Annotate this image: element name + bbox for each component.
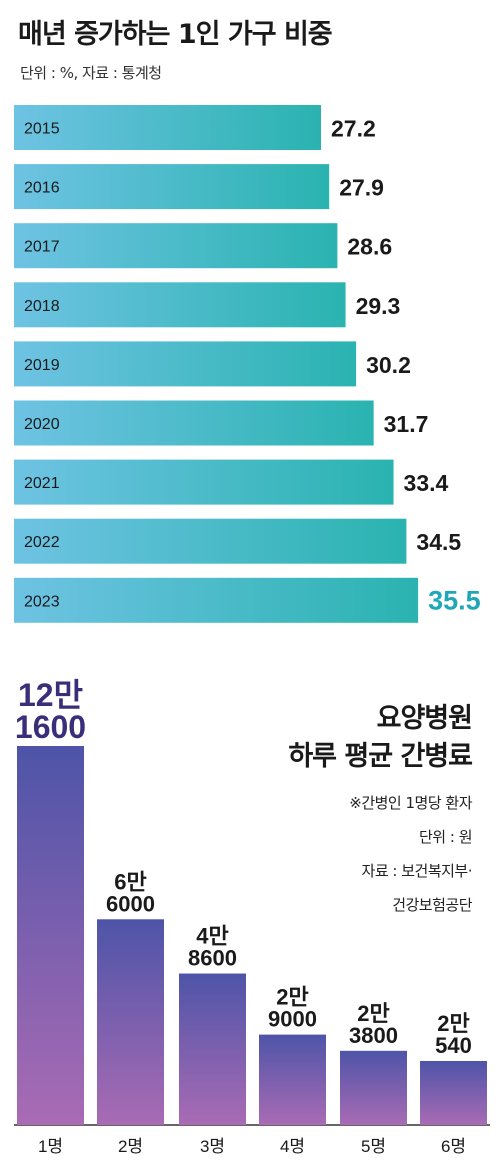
year-label: 2017	[24, 239, 60, 256]
chart2-note-2: 단위 : 원	[419, 828, 472, 846]
value-label: 3800	[349, 1023, 398, 1048]
value-label: 2만	[276, 985, 308, 1010]
category-label: 3명	[200, 1137, 225, 1156]
chart2-notes: ※간병인 1명당 환자 단위 : 원 자료 : 보건복지부· 건강보험공단	[349, 786, 472, 922]
value-label: 35.5	[428, 585, 481, 615]
value-label: 27.9	[339, 175, 384, 201]
value-label: 6만	[114, 869, 146, 894]
value-label: 27.2	[331, 116, 376, 142]
bar-3명	[179, 973, 246, 1125]
value-label: 1600	[15, 709, 86, 745]
bar-2018	[14, 282, 346, 328]
household-bar-chart: 2015 27.2 2016 27.9 2017 28.6 2018 29.3 2019 30.2…	[14, 105, 481, 623]
bar-4명	[259, 1034, 326, 1125]
year-label: 2021	[24, 475, 60, 492]
chart1-subtitle: 단위 : %, 자료 : 통계청	[20, 64, 162, 82]
bar-2022	[14, 518, 407, 564]
bar-2015	[14, 105, 321, 150]
value-label: 8600	[188, 946, 237, 971]
bar-2020	[14, 400, 374, 446]
value-label: 2만	[357, 1001, 389, 1026]
year-label: 2015	[24, 121, 60, 138]
value-label: 29.3	[356, 293, 401, 319]
bar-2명	[97, 919, 164, 1125]
value-label: 540	[435, 1033, 472, 1058]
category-label: 4명	[280, 1137, 305, 1156]
category-label: 2명	[118, 1137, 143, 1156]
bar-6명	[420, 1060, 487, 1125]
bar-1명	[17, 746, 84, 1125]
value-label: 34.5	[416, 529, 461, 555]
chart2-note-1: ※간병인 1명당 환자	[349, 794, 472, 812]
bar-5명	[340, 1050, 407, 1125]
value-label: 28.6	[347, 234, 392, 260]
year-label: 2018	[24, 298, 60, 315]
chart2-title-line-1: 요양병원	[376, 703, 473, 734]
chart2-title: 요양병원 하루 평균 간병료	[288, 700, 473, 776]
category-label: 1명	[38, 1137, 63, 1156]
chart1-title: 매년 증가하는 1인 가구 비중	[18, 19, 333, 50]
value-label: 4만	[196, 924, 228, 949]
value-label: 6000	[106, 891, 155, 916]
year-label: 2016	[24, 180, 60, 197]
bar-2016	[14, 164, 330, 210]
chart2-note-4: 건강보험공단	[392, 896, 472, 914]
bar-2021	[14, 459, 394, 505]
chart2-title-line-2: 하루 평균 간병료	[288, 741, 473, 772]
year-label: 2019	[24, 357, 60, 374]
value-label: 33.4	[404, 470, 449, 496]
category-label: 6명	[441, 1137, 466, 1156]
year-label: 2020	[24, 416, 60, 433]
year-label: 2022	[24, 534, 60, 551]
year-label: 2023	[24, 593, 60, 610]
value-label: 12만	[18, 677, 83, 713]
bar-2017	[14, 223, 338, 269]
value-label: 9000	[268, 1007, 317, 1032]
category-label: 5명	[361, 1137, 386, 1156]
value-label: 2만	[437, 1011, 469, 1036]
value-label: 30.2	[366, 352, 411, 378]
bar-2019	[14, 341, 357, 387]
bar-2023	[14, 577, 419, 623]
value-label: 31.7	[384, 411, 429, 437]
chart2-note-3: 자료 : 보건복지부·	[361, 862, 473, 880]
